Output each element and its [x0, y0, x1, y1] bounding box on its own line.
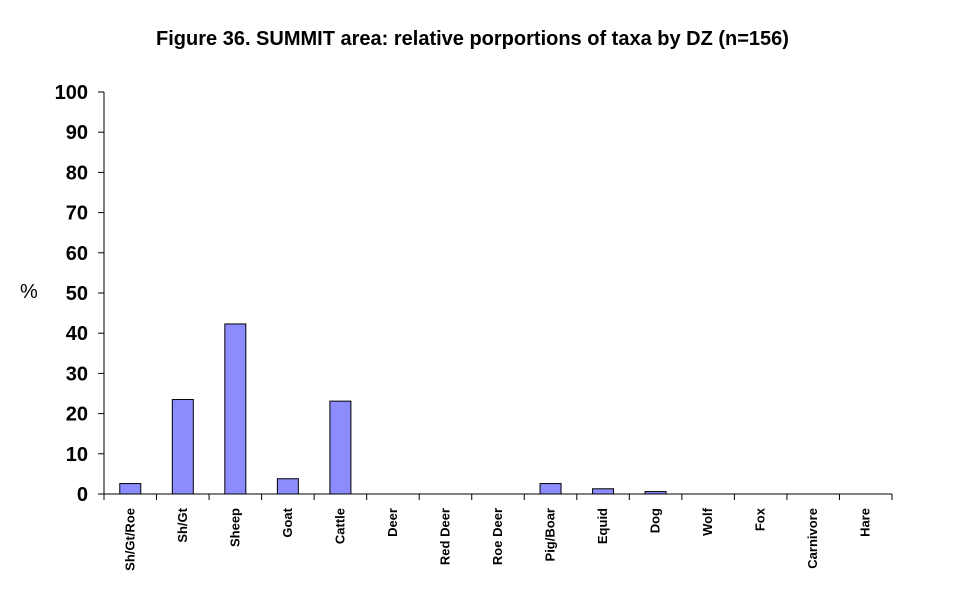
y-tick-label: 90 — [66, 122, 88, 144]
chart-bars — [119, 323, 667, 495]
x-tick-label: Sheep — [227, 508, 242, 547]
y-tick-label: 70 — [66, 203, 88, 225]
bar — [592, 488, 615, 495]
y-axis-ticks: 0 10 20 30 40 50 60 70 80 90 100 — [55, 82, 104, 506]
y-tick-label: 10 — [66, 444, 88, 466]
y-axis-label: % — [20, 281, 38, 303]
bar — [119, 483, 142, 495]
x-tick-label: Deer — [385, 508, 400, 537]
y-tick-label: 30 — [66, 363, 88, 385]
bar — [224, 323, 247, 495]
y-tick-label: 80 — [66, 162, 88, 184]
bar — [171, 399, 194, 495]
x-tick-label: Pig/Boar — [543, 508, 558, 561]
x-tick-label: Equid — [595, 508, 610, 544]
x-tick-label: Hare — [858, 508, 873, 537]
x-tick-label: Sh/Gt — [175, 507, 190, 542]
bar — [539, 483, 562, 495]
x-tick-label: Carnivore — [805, 508, 820, 569]
x-tick-label: Wolf — [700, 507, 715, 536]
x-tick-label: Cattle — [332, 508, 347, 544]
x-tick-label: Fox — [753, 507, 768, 531]
x-tick-label: Sh/Gt/Roe — [122, 508, 137, 571]
y-tick-label: 40 — [66, 323, 88, 345]
chart-axes — [103, 92, 892, 495]
y-tick-label: 20 — [66, 404, 88, 426]
y-tick-label: 60 — [66, 243, 88, 265]
x-tick-label: Dog — [648, 508, 663, 533]
x-tick-label: Goat — [280, 507, 295, 537]
x-axis-ticks: Sh/Gt/Roe Sh/Gt Sheep Goat Cattle Deer Red Dee… — [103, 494, 893, 571]
bar — [644, 491, 667, 495]
y-tick-label: 50 — [66, 283, 88, 305]
chart-title: Figure 36. SUMMIT area: relative porport… — [156, 28, 789, 50]
y-tick-label: 100 — [55, 82, 88, 104]
bar — [329, 400, 352, 495]
bar — [276, 478, 299, 495]
x-tick-label: Red Deer — [437, 508, 452, 565]
x-tick-label: Roe Deer — [490, 508, 505, 565]
y-tick-label: 0 — [77, 484, 88, 506]
